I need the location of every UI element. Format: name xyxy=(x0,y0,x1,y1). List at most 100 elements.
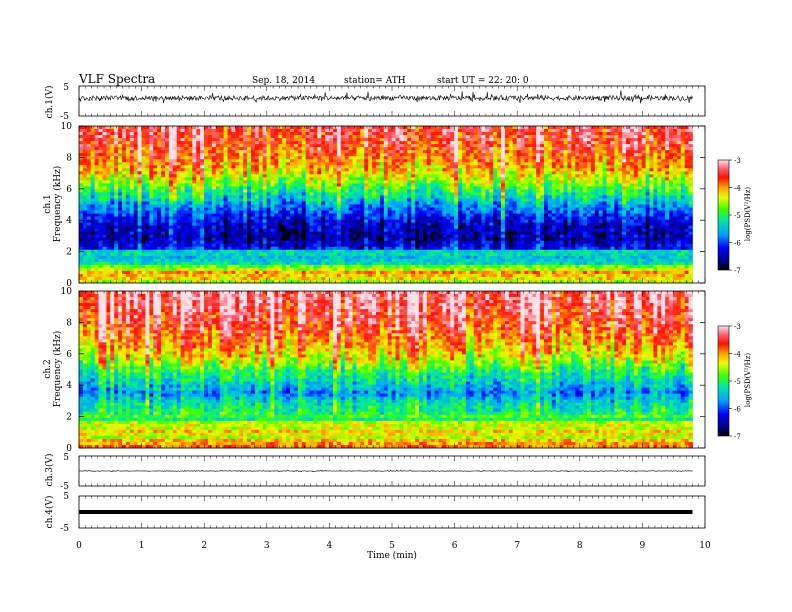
spectrogram-cell xyxy=(629,168,635,172)
spectrogram-cell xyxy=(430,213,435,217)
spectrogram-cell xyxy=(336,156,342,160)
spectrogram-cell xyxy=(250,132,256,136)
spectrogram-cell xyxy=(387,144,392,148)
spectrogram-cell xyxy=(219,132,224,136)
spectrogram-cell xyxy=(188,192,193,196)
spectrogram-cell xyxy=(118,135,123,139)
spectrogram-cell xyxy=(598,156,603,160)
spectrogram-cell xyxy=(297,150,303,154)
spectrogram-cell xyxy=(481,150,486,154)
spectrogram-cell xyxy=(215,198,221,202)
spectrogram-cell xyxy=(512,219,517,223)
spectrogram-cell xyxy=(516,150,521,154)
spectrogram-cell xyxy=(297,147,303,151)
spectrogram-cell xyxy=(395,132,400,136)
spectrogram-cell xyxy=(641,183,646,187)
spectrogram-cell xyxy=(458,150,463,154)
spectrogram-cell xyxy=(235,129,240,133)
spectrogram-cell xyxy=(399,147,404,151)
spectrogram-cell xyxy=(586,198,592,202)
spectrogram-cell xyxy=(555,129,560,133)
spectrogram-cell xyxy=(364,162,369,166)
spectrogram-cell xyxy=(481,132,486,136)
spectrogram-cell xyxy=(665,216,670,220)
spectrogram-cell xyxy=(348,180,353,184)
spectrogram-cell xyxy=(360,177,365,181)
spectrogram-cell xyxy=(317,132,322,136)
spectrogram-cell xyxy=(454,126,459,130)
spectrogram-cell xyxy=(106,174,111,178)
spectrogram-cell xyxy=(653,153,658,157)
spectrogram-cell xyxy=(665,144,670,148)
spectrogram-cell xyxy=(364,150,369,154)
spectrogram-cell xyxy=(204,168,209,172)
spectrogram-cell xyxy=(563,192,568,196)
spectrogram-cell xyxy=(629,177,635,181)
spectrogram-cell xyxy=(614,183,619,187)
spectrogram-cell xyxy=(247,207,252,211)
ch1-ytick-bottom: -5 xyxy=(60,112,69,122)
spectrogram-cell xyxy=(407,195,412,199)
spectrogram-cell xyxy=(164,180,170,184)
spectrogram-cell xyxy=(407,129,412,133)
spectrogram-cell xyxy=(672,180,678,184)
spectrogram-cell xyxy=(211,156,217,160)
spectrogram-cell xyxy=(481,171,486,175)
spectrogram-cell xyxy=(676,138,682,142)
spectrogram-cell xyxy=(442,153,447,157)
spectrogram-cell xyxy=(164,141,170,145)
spectrogram-cell xyxy=(626,198,631,202)
spectrogram-cell xyxy=(458,198,463,202)
spectrogram-cell xyxy=(372,192,377,196)
spectrogram-cell xyxy=(282,159,287,163)
spectrogram-cell xyxy=(493,177,498,181)
spectrogram-cell xyxy=(528,162,533,166)
spectrogram-cell xyxy=(290,216,295,220)
spectrogram-cell xyxy=(454,138,459,142)
spectrogram-cell xyxy=(629,144,635,148)
spectrogram-cell xyxy=(669,216,674,220)
spectrogram-cell xyxy=(672,138,678,142)
spectrogram-cell xyxy=(399,129,404,133)
spectrogram-cell xyxy=(247,216,252,220)
spectrogram-cell xyxy=(411,201,416,205)
spectrogram-cell xyxy=(567,135,572,139)
spectrogram-cell xyxy=(563,147,568,151)
spectrogram-cell xyxy=(438,207,443,211)
spectrogram-cell xyxy=(465,171,471,175)
spectrogram-cell xyxy=(336,180,342,184)
station-label: station= ATH xyxy=(344,76,406,86)
spectrogram-cell xyxy=(372,135,377,139)
spectrogram-cell xyxy=(247,153,252,157)
spectrogram-cell xyxy=(501,183,506,187)
spectrogram-cell xyxy=(485,174,490,178)
spectrogram-cell xyxy=(641,138,646,142)
spectrogram-cell xyxy=(290,204,295,208)
spectrogram-cell xyxy=(247,174,252,178)
spectrogram-cell xyxy=(141,219,146,223)
spectrogram-cell xyxy=(379,165,385,169)
spectrogram-cell xyxy=(645,183,650,187)
spectrogram-cell xyxy=(133,159,138,163)
spectrogram-cell xyxy=(340,186,346,190)
spectrogram-cell xyxy=(438,168,443,172)
spectrogram-cell xyxy=(360,156,365,160)
spectrogram-cell xyxy=(680,174,686,178)
spectrogram-cell xyxy=(305,216,310,220)
spectrogram-cell xyxy=(336,132,342,136)
spectrogram-cell xyxy=(391,144,396,148)
spectrogram-cell xyxy=(239,174,244,178)
spectrogram-cell xyxy=(375,216,381,220)
spectrogram-cell xyxy=(465,144,471,148)
spectrogram-cell xyxy=(555,132,560,136)
spectrogram-cell xyxy=(192,138,197,142)
spectrogram-cell xyxy=(465,126,471,130)
spectrogram-cell xyxy=(196,183,201,187)
spectrogram-cell xyxy=(418,192,424,196)
spectrogram-cell xyxy=(223,186,228,190)
spectrogram-cell xyxy=(403,171,408,175)
spectrogram-cell xyxy=(438,183,443,187)
spectrogram-cell xyxy=(649,195,654,199)
spectrogram-cell xyxy=(602,183,607,187)
spectrogram-cell xyxy=(313,189,318,193)
